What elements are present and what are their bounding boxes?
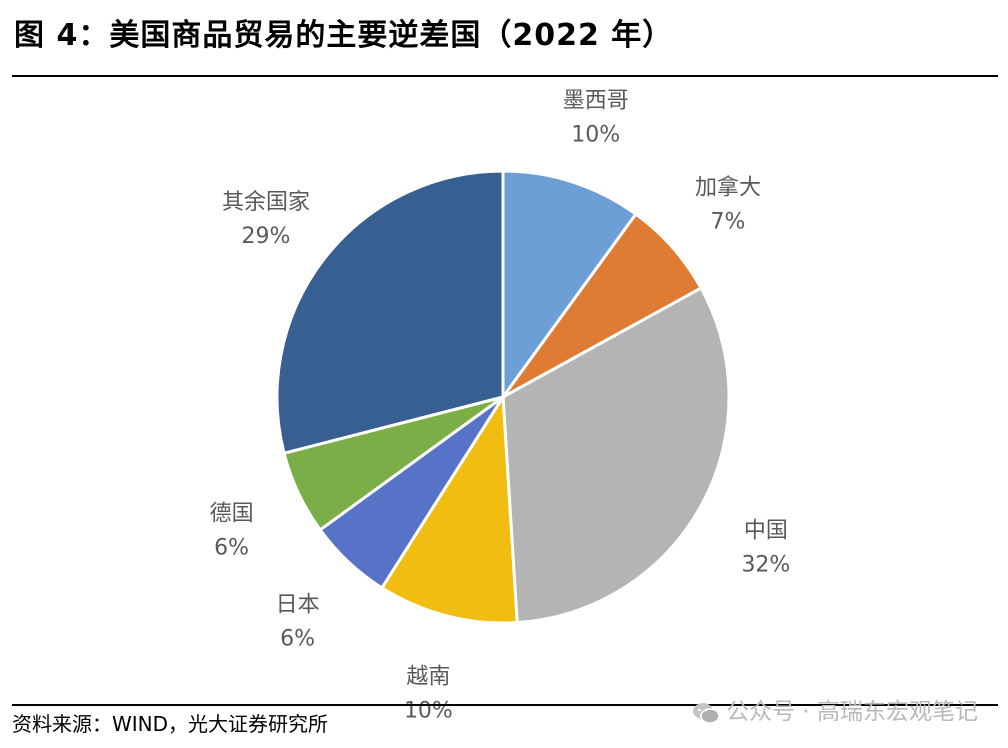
slice-value-label-0: 10% xyxy=(571,123,620,148)
watermark-text: 公众号 · 高瑞东宏观笔记 xyxy=(726,699,978,725)
slice-label-3: 越南 xyxy=(406,665,450,690)
slice-value-label-1: 7% xyxy=(711,210,746,235)
watermark: 公众号 · 高瑞东宏观笔记 xyxy=(692,692,978,726)
pie-slice-2 xyxy=(501,286,731,625)
slice-label-1: 加拿大 xyxy=(695,175,761,201)
top-rule xyxy=(12,75,998,77)
slice-label-2: 中国 xyxy=(744,519,788,544)
chart-title: 图 4：美国商品贸易的主要逆差国（2022 年） xyxy=(14,18,674,53)
source-note: 资料来源：WIND，光大证券研究所 xyxy=(12,712,329,736)
slice-value-label-5: 6% xyxy=(214,536,249,561)
pie-slice-6 xyxy=(275,169,505,455)
slice-label-5: 德国 xyxy=(210,502,254,527)
bottom-rule xyxy=(12,704,998,706)
pie-slice-0 xyxy=(501,169,638,399)
slice-label-4: 日本 xyxy=(276,593,320,618)
slice-value-label-3: 10% xyxy=(404,699,453,724)
slice-value-label-4: 6% xyxy=(280,627,315,652)
wechat-icon xyxy=(693,702,720,724)
slice-value-label-2: 32% xyxy=(741,553,790,578)
slice-label-0: 墨西哥 xyxy=(563,89,629,114)
slice-label-6: 其余国家 xyxy=(222,190,310,215)
slice-value-label-6: 29% xyxy=(242,224,291,249)
pie-slice-3 xyxy=(380,395,519,625)
